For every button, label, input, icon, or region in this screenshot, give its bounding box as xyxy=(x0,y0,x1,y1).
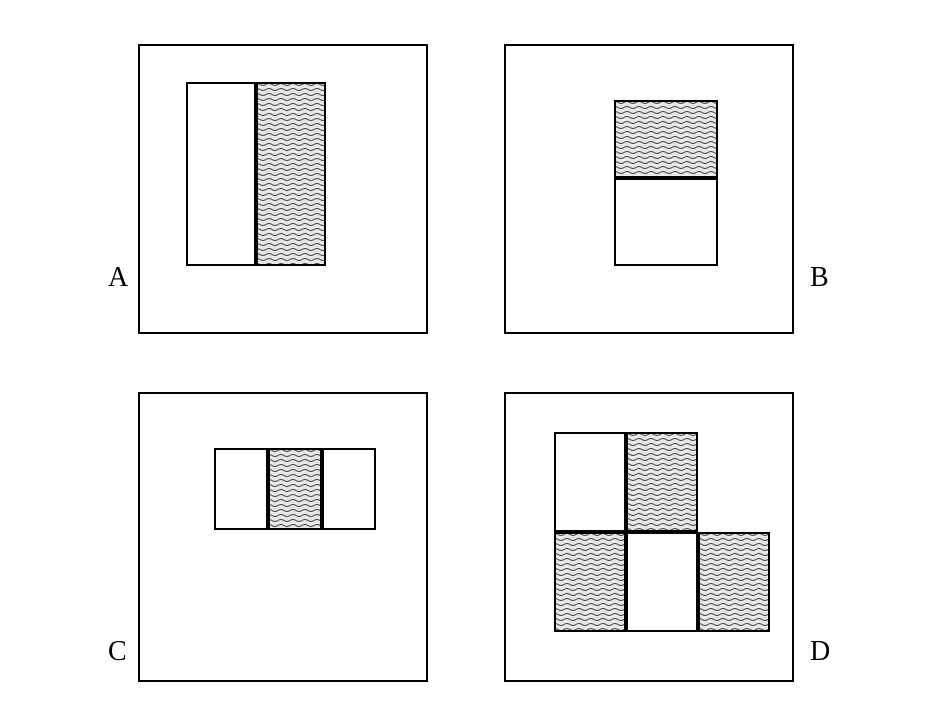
panel-d-rect-3 xyxy=(626,532,698,632)
panel-label-a: A xyxy=(108,262,128,294)
panel-b-rect-0 xyxy=(614,100,718,178)
panel-c-rect-2 xyxy=(322,448,376,530)
panel-a-rect-1 xyxy=(256,82,326,266)
panel-label-b: B xyxy=(810,262,829,294)
panel-d-rect-0 xyxy=(554,432,626,532)
panel-d-rect-1 xyxy=(626,432,698,532)
panel-d-rect-2 xyxy=(554,532,626,632)
panel-label-d: D xyxy=(810,636,830,668)
panel-a-rect-0 xyxy=(186,82,256,266)
panel-d-rect-4 xyxy=(698,532,770,632)
panel-c-box xyxy=(138,392,428,682)
panel-c-rect-1 xyxy=(268,448,322,530)
panel-b-rect-1 xyxy=(614,178,718,266)
panel-c-rect-0 xyxy=(214,448,268,530)
panel-label-c: C xyxy=(108,636,127,668)
diagram-stage: A B C D xyxy=(0,0,938,724)
